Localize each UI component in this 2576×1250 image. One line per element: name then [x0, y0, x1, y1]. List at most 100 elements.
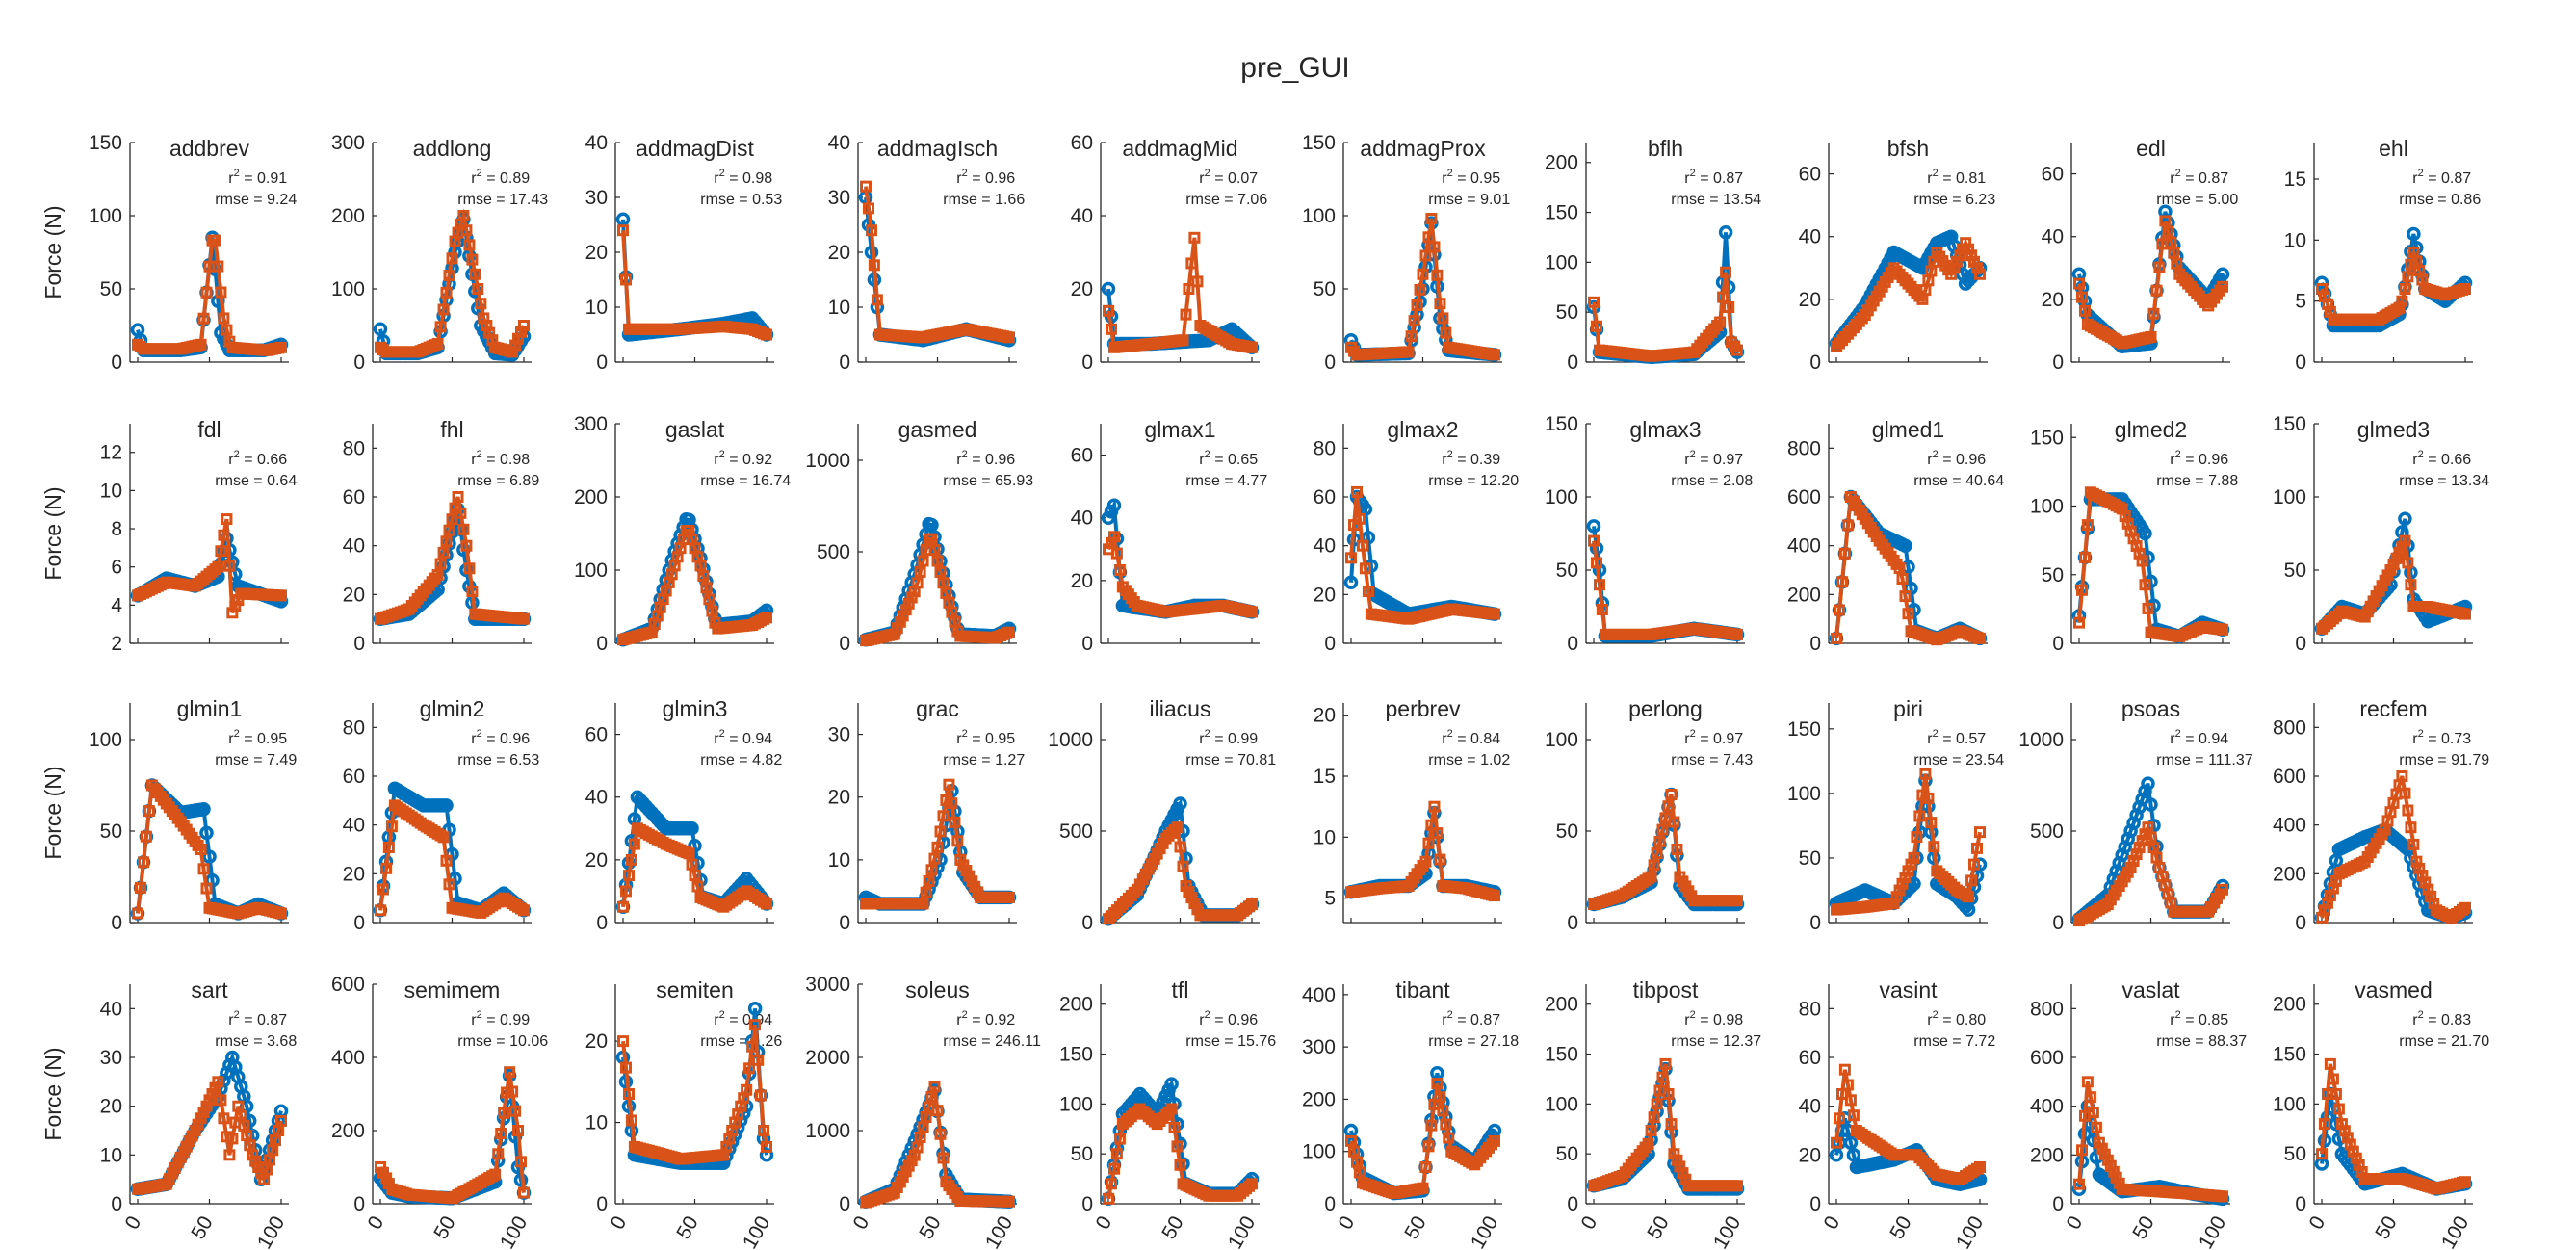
series1-marker — [1898, 538, 1912, 553]
series2-marker — [2459, 608, 2471, 620]
y-tick-label: 400 — [1302, 984, 1336, 1006]
y-tick-label: 800 — [2273, 716, 2306, 739]
series2-marker — [434, 321, 447, 333]
r2-label: r2 = 0.66 — [228, 449, 287, 468]
y-tick-label: 0 — [2295, 1193, 2306, 1215]
y-tick-label: 20 — [100, 1096, 122, 1118]
series2-marker — [2139, 579, 2151, 591]
series1-marker — [373, 322, 388, 337]
series2-marker — [925, 533, 938, 545]
series2-marker — [457, 210, 470, 221]
y-tick-label: 10 — [585, 1112, 608, 1134]
series2-marker — [466, 253, 479, 266]
series2-marker — [1106, 323, 1117, 335]
rmse-label: rmse = 4.82 — [700, 752, 782, 768]
series2-marker — [509, 339, 522, 352]
series2-marker — [1588, 534, 1600, 547]
series2-marker — [518, 612, 530, 625]
series2-marker — [620, 885, 632, 898]
y-tick-label: 500 — [817, 541, 850, 563]
series2-marker — [2150, 284, 2163, 297]
subplot-title: glmin1 — [177, 696, 243, 721]
series2-marker — [1902, 608, 1914, 620]
y-tick-label: 600 — [331, 974, 365, 996]
y-tick-label: 50 — [1314, 278, 1336, 300]
rmse-label: rmse = 7.49 — [215, 752, 297, 768]
y-axis-label: Force (N) — [40, 486, 65, 580]
series2-marker — [1834, 604, 1845, 616]
series2-marker — [143, 805, 155, 818]
series2-marker — [1965, 249, 1978, 262]
subplot-title: perlong — [1628, 696, 1703, 721]
series2-marker — [691, 880, 704, 893]
rmse-label: rmse = 7.88 — [2156, 473, 2238, 489]
r2-label: r2 = 0.87 — [2170, 168, 2228, 187]
r2-label: r2 = 0.96 — [956, 168, 1015, 187]
series2-marker — [1110, 547, 1123, 560]
y-tick-label: 0 — [2052, 1193, 2064, 1215]
rmse-label: rmse = 9.01 — [1428, 192, 1510, 208]
y-tick-label: 30 — [585, 187, 608, 209]
series2-marker — [440, 854, 453, 867]
y-tick-label: 600 — [1787, 486, 1821, 508]
y-tick-label: 400 — [2273, 815, 2306, 837]
r2-label: r2 = 0.92 — [714, 449, 772, 468]
y-tick-label: 40 — [343, 535, 365, 558]
y-tick-label: 150 — [1059, 1044, 1093, 1066]
series2-marker — [440, 535, 453, 548]
rmse-label: rmse = 1.26 — [700, 1033, 782, 1050]
series2-marker — [2073, 616, 2085, 629]
series2-marker — [894, 615, 906, 628]
y-tick-label: 300 — [574, 413, 608, 435]
y-tick-label: 150 — [2273, 413, 2306, 435]
series2-marker — [2076, 584, 2088, 596]
subplot-title: addbrev — [169, 136, 250, 161]
series2-marker — [2159, 215, 2172, 227]
series2-marker — [275, 907, 287, 920]
y-tick-label: 10 — [828, 849, 850, 872]
series2-marker — [931, 555, 944, 567]
series2-marker — [2145, 330, 2157, 343]
series2-marker — [431, 338, 444, 350]
rmse-label: rmse = 2.08 — [1671, 473, 1753, 489]
subplot-title: semimem — [404, 977, 501, 1003]
series2-marker — [1974, 632, 1986, 644]
series1-marker — [1718, 225, 1733, 240]
subplot-title: vasint — [1879, 977, 1938, 1003]
rmse-label: rmse = 40.64 — [1913, 473, 2004, 489]
y-tick-label: 400 — [2030, 1096, 2064, 1118]
rmse-label: rmse = 17.43 — [457, 192, 548, 208]
series2-marker — [195, 338, 207, 351]
r2-label: r2 = 0.89 — [471, 168, 530, 187]
subplot-title: fdl — [197, 417, 221, 442]
rmse-label: rmse = 12.20 — [1428, 473, 1519, 489]
y-tick-label: 40 — [585, 787, 608, 809]
y-tick-label: 12 — [100, 442, 122, 464]
series2-marker — [223, 560, 236, 572]
series2-marker — [2393, 301, 2406, 314]
subplot-title: tibant — [1395, 977, 1450, 1003]
y-tick-label: 0 — [1809, 352, 1821, 374]
y-tick-label: 50 — [1071, 1143, 1093, 1165]
y-tick-label: 20 — [585, 849, 608, 872]
series2-marker — [1419, 249, 1432, 262]
series2-marker — [443, 524, 455, 536]
series2-marker — [697, 570, 710, 583]
series2-marker — [761, 328, 772, 341]
y-tick-label: 0 — [353, 1193, 365, 1215]
y-tick-label: 600 — [2273, 766, 2306, 788]
rmse-label: rmse = 6.89 — [457, 473, 539, 489]
y-tick-label: 50 — [1556, 301, 1578, 324]
series2-marker — [2153, 261, 2166, 273]
series2-marker — [443, 270, 455, 282]
figure-title: pre_GUI — [1240, 52, 1349, 84]
subplot-title: addmagProx — [1360, 136, 1486, 161]
y-tick-label: 20 — [585, 242, 608, 264]
y-tick-label: 150 — [1545, 1044, 1578, 1066]
y-tick-label: 0 — [1081, 912, 1093, 934]
